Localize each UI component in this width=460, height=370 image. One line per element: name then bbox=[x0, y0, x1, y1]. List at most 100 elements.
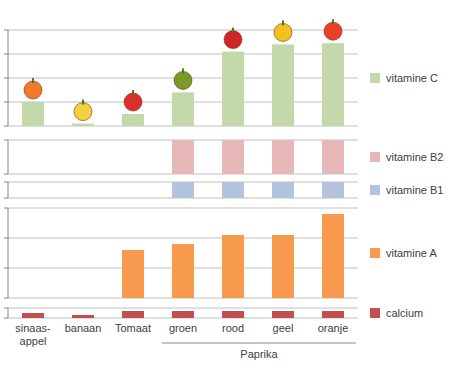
bar bbox=[122, 114, 144, 126]
icon bbox=[74, 103, 92, 121]
bar bbox=[22, 102, 44, 126]
legend-label: vitamine B1 bbox=[386, 184, 443, 196]
tick bbox=[4, 182, 8, 183]
bar bbox=[222, 52, 244, 126]
bar bbox=[172, 244, 194, 298]
tick bbox=[4, 78, 8, 79]
tick bbox=[4, 308, 8, 309]
icon-stem bbox=[182, 68, 184, 73]
tick bbox=[4, 198, 8, 199]
legend-swatch bbox=[370, 185, 380, 195]
icon bbox=[274, 23, 292, 41]
legend-swatch bbox=[370, 308, 380, 318]
bar bbox=[222, 140, 244, 174]
icon-stem bbox=[332, 19, 334, 24]
bar bbox=[22, 174, 44, 175]
icon-stem bbox=[232, 28, 234, 33]
tick bbox=[4, 298, 8, 299]
axis-line bbox=[8, 182, 9, 198]
bar bbox=[222, 235, 244, 298]
tick bbox=[4, 102, 8, 103]
bar bbox=[272, 140, 294, 174]
icon-stem bbox=[32, 78, 34, 83]
bar bbox=[272, 182, 294, 198]
group-line bbox=[162, 343, 356, 344]
category-label-line: banaan bbox=[65, 322, 102, 334]
bar bbox=[222, 182, 244, 198]
category-label-line: sinaas- bbox=[15, 322, 51, 334]
legend-swatch bbox=[370, 152, 380, 162]
bars bbox=[22, 311, 344, 318]
bars bbox=[22, 43, 344, 126]
icon-stem bbox=[282, 20, 284, 25]
icon bbox=[24, 81, 42, 99]
bar bbox=[122, 311, 144, 318]
grid-line bbox=[8, 308, 358, 309]
category-label-line: appel bbox=[20, 335, 47, 347]
bar bbox=[322, 182, 344, 198]
bar bbox=[22, 198, 44, 199]
category-label-line: rood bbox=[222, 322, 244, 334]
bar bbox=[272, 235, 294, 298]
tick bbox=[4, 126, 8, 127]
axis-line bbox=[8, 308, 9, 318]
bar bbox=[322, 214, 344, 298]
bar bbox=[22, 313, 44, 318]
bar bbox=[122, 174, 144, 175]
tick bbox=[4, 54, 8, 55]
grid-line bbox=[8, 30, 358, 31]
icon-stem bbox=[82, 100, 84, 105]
category-label-line: geel bbox=[273, 322, 294, 334]
bar bbox=[72, 124, 94, 126]
category-label-line: groen bbox=[169, 322, 197, 334]
tick bbox=[4, 140, 8, 141]
tick bbox=[4, 318, 8, 319]
icon bbox=[224, 31, 242, 49]
legend-label: calcium bbox=[386, 307, 423, 319]
group-label: Paprika bbox=[240, 348, 278, 360]
legend-label: vitamine B2 bbox=[386, 151, 443, 163]
bar bbox=[72, 298, 94, 299]
category-label: Tomaat bbox=[115, 322, 151, 334]
category-label: groen bbox=[169, 322, 197, 334]
tick bbox=[4, 174, 8, 175]
panel bbox=[4, 208, 358, 298]
panel bbox=[4, 140, 358, 174]
bar bbox=[72, 174, 94, 175]
legend-swatch bbox=[370, 248, 380, 258]
tick bbox=[4, 268, 8, 269]
bar bbox=[172, 140, 194, 174]
panel bbox=[4, 182, 358, 198]
grid-line bbox=[8, 208, 358, 209]
bar bbox=[322, 311, 344, 318]
bars bbox=[172, 140, 344, 174]
bar bbox=[272, 311, 294, 318]
legend-label: vitamine C bbox=[386, 72, 438, 84]
legend-label: vitamine A bbox=[386, 247, 437, 259]
category-label: sinaas-appel bbox=[15, 322, 51, 347]
bar bbox=[72, 198, 94, 199]
category-label-line: oranje bbox=[318, 322, 349, 334]
category-label: geel bbox=[273, 322, 294, 334]
axis-line bbox=[8, 30, 9, 126]
bar bbox=[322, 140, 344, 174]
bars bbox=[172, 182, 344, 198]
bar bbox=[272, 44, 294, 126]
bar bbox=[172, 182, 194, 198]
legend-swatch bbox=[370, 73, 380, 83]
axis-line bbox=[8, 140, 9, 174]
axis-line bbox=[8, 208, 9, 298]
tick bbox=[4, 238, 8, 239]
bar bbox=[122, 250, 144, 298]
bar bbox=[22, 298, 44, 299]
bar bbox=[172, 311, 194, 318]
bar bbox=[172, 92, 194, 126]
panel bbox=[4, 308, 358, 318]
tick bbox=[4, 208, 8, 209]
tick bbox=[4, 30, 8, 31]
category-label: oranje bbox=[318, 322, 349, 334]
grid-line bbox=[8, 238, 358, 239]
bars bbox=[122, 214, 344, 298]
grid-line bbox=[8, 54, 358, 55]
bar bbox=[122, 198, 144, 199]
